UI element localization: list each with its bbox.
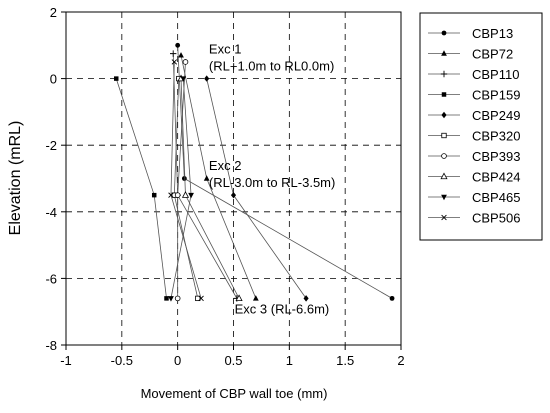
legend-label: CBP320	[472, 129, 520, 144]
legend-box	[419, 12, 543, 241]
data-point	[174, 192, 181, 198]
data-point	[230, 191, 237, 199]
legend-label: CBP72	[472, 47, 513, 62]
series-line	[115, 78, 167, 299]
legend-item-cbp465: CBP465	[428, 190, 520, 205]
annotations: Exc 1 (RL+1.0m to RL0.0m) Exc 2 (RL-3.0m to…	[209, 42, 335, 317]
legend-label: CBP249	[472, 108, 520, 123]
data-series	[114, 42, 395, 302]
data-point	[204, 75, 210, 82]
legend-item-cbp72: CBP72	[428, 47, 513, 62]
legend-item-cbp159: CBP159	[428, 88, 520, 103]
legend-label: CBP393	[472, 149, 520, 164]
series-cbp72	[178, 52, 259, 301]
data-point	[168, 192, 174, 198]
legend-label: CBP13	[472, 26, 513, 41]
data-point	[168, 296, 174, 302]
legend-marker	[440, 70, 448, 78]
data-point	[171, 59, 178, 65]
data-point	[203, 175, 210, 181]
legend-label: CBP110	[472, 67, 519, 82]
legend-item-cbp249: CBP249	[428, 108, 520, 123]
legend-marker	[441, 153, 447, 159]
data-point	[389, 295, 395, 301]
series-cbp506	[168, 59, 204, 302]
data-point	[151, 192, 157, 198]
legend-label: CBP465	[472, 190, 520, 205]
series-cbp249	[204, 75, 309, 302]
annotation-text: Exc 1	[209, 42, 242, 57]
series-cbp465	[168, 76, 194, 302]
y-tick-label: 0	[50, 72, 57, 87]
data-point	[303, 295, 309, 302]
x-tick-label: 0	[174, 353, 181, 368]
data-point	[252, 295, 259, 301]
legend-marker	[441, 194, 447, 201]
data-point	[174, 295, 181, 302]
data-point	[170, 50, 177, 57]
legend-marker	[440, 172, 448, 180]
legend-item-cbp393: CBP393	[428, 149, 520, 164]
y-axis-ticks: 2 0 -2 -4 -6 -8	[45, 5, 66, 353]
x-tick-label: -0.5	[111, 353, 133, 368]
legend-label: CBP506	[472, 211, 520, 226]
legend-item-cbp424: CBP424	[428, 170, 520, 185]
annotation-text: Exc 2	[209, 158, 242, 173]
legend-marker	[441, 214, 447, 221]
y-tick-label: 2	[50, 5, 57, 20]
data-point	[198, 295, 204, 302]
legend-label: CBP159	[472, 88, 520, 103]
data-point	[181, 191, 190, 198]
data-point	[182, 59, 189, 65]
legend-marker	[441, 30, 447, 36]
y-axis-label: Elevation (mRL)	[7, 121, 24, 236]
x-axis-label: Movement of CBP wall toe (mm)	[141, 386, 328, 401]
annotation-text: (RL-3.0m to RL-3.5m)	[209, 175, 335, 190]
data-point	[235, 294, 243, 302]
annotation-text: Exc 3 (RL-6.6m)	[235, 301, 330, 316]
x-tick-label: 2	[397, 353, 404, 368]
legend-marker	[441, 132, 447, 139]
y-tick-label: -6	[45, 271, 57, 286]
legend-item-cbp320: CBP320	[428, 129, 520, 144]
legend: CBP13 CBP72 CBP110 CBP159 CBP249 CBP320 CBP393…	[419, 12, 543, 241]
y-tick-label: -2	[45, 138, 57, 153]
y-tick-label: -4	[45, 205, 57, 220]
x-axis-ticks: -1 -0.5 0 0.5 1 1.5 2	[60, 345, 405, 368]
legend-marker	[441, 92, 447, 97]
data-point	[175, 42, 181, 48]
series-cbp159	[114, 76, 169, 301]
data-point	[195, 295, 201, 302]
x-tick-label: 1.5	[336, 353, 354, 368]
data-point	[114, 76, 119, 81]
legend-marker	[441, 111, 447, 119]
data-point	[178, 52, 184, 58]
data-point	[181, 176, 187, 181]
data-point	[180, 76, 187, 82]
legend-label: CBP424	[472, 170, 520, 185]
legend-item-cbp13: CBP13	[428, 26, 513, 41]
legend-item-cbp506: CBP506	[428, 211, 520, 226]
series-cbp13	[175, 42, 395, 301]
data-point	[164, 296, 169, 301]
x-tick-label: 0.5	[224, 353, 242, 368]
y-tick-label: -8	[45, 338, 57, 353]
grid-lines	[66, 12, 401, 345]
legend-item-cbp110: CBP110	[428, 67, 519, 82]
data-point	[188, 192, 194, 199]
x-tick-label: -1	[60, 353, 72, 368]
annotation-text: (RL+1.0m to RL0.0m)	[209, 59, 334, 74]
series-cbp320	[171, 75, 201, 302]
x-tick-label: 1	[286, 353, 293, 368]
legend-marker	[441, 50, 447, 56]
